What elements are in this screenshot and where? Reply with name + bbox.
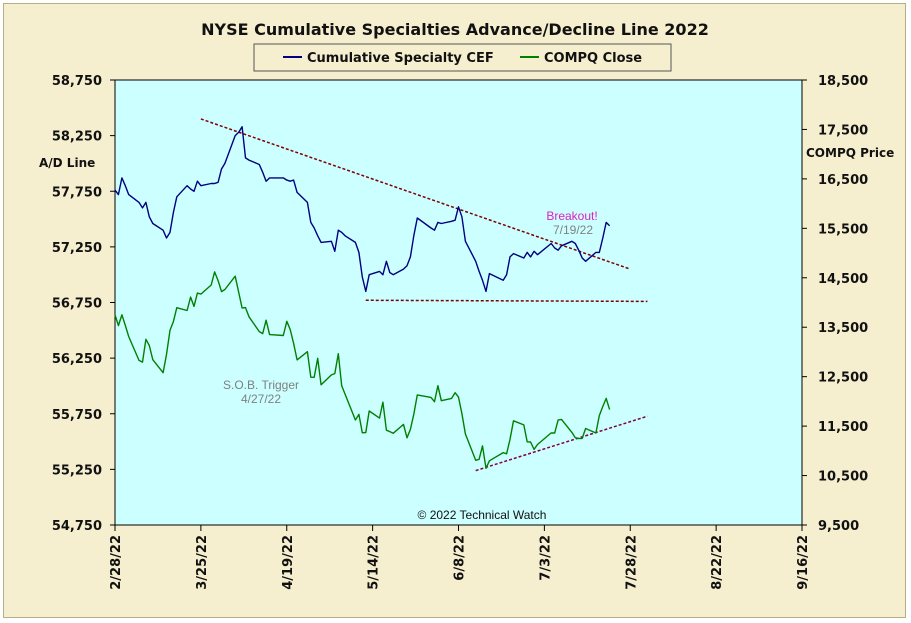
copyright: © 2022 Technical Watch (418, 508, 547, 522)
y-tick-right-label: 14,500 (818, 272, 868, 287)
y-tick-left-label: 55,250 (52, 463, 102, 478)
x-tick-label: 4/19/22 (281, 535, 296, 590)
sob-trigger-label: S.O.B. Trigger (223, 378, 299, 392)
y-tick-left-label: 57,750 (52, 185, 102, 200)
y-axis-left-title: A/D Line (39, 156, 95, 170)
series-line-ad (114, 125, 611, 293)
x-tick-label: 7/3/22 (538, 535, 553, 581)
y-tick-right-label: 12,500 (818, 371, 868, 386)
y-tick-right-label: 11,500 (818, 420, 868, 435)
legend-label-ad-line: Cumulative Specialty CEF (307, 51, 494, 66)
x-tick-label: 8/22/22 (710, 535, 725, 590)
x-tick-label: 2/28/22 (109, 535, 124, 590)
legend-label-compq: COMPQ Close (544, 51, 642, 66)
x-tick-label: 3/25/22 (195, 535, 210, 590)
breakout-date: 7/19/22 (553, 223, 593, 237)
legend: Cumulative Specialty CEF COMPQ Close (253, 43, 672, 72)
trendline-layer (200, 118, 648, 472)
x-tick-label: 9/16/22 (796, 535, 811, 590)
y-tick-right-label: 18,500 (818, 74, 868, 89)
x-tick-label: 7/28/22 (624, 535, 639, 590)
y-tick-left-label: 55,750 (52, 408, 102, 423)
y-tick-right-label: 13,500 (818, 321, 868, 336)
y-tick-left-label: 58,750 (52, 74, 102, 89)
tick-layer: 58,750 58,250 57,750 57,250 56,750 56,250 55,7… (52, 74, 868, 590)
y-axis-right-title: COMPQ Price (806, 146, 894, 160)
y-tick-left-label: 56,750 (52, 297, 102, 312)
y-tick-right-label: 16,500 (818, 173, 868, 188)
series-line-compq (114, 271, 611, 469)
y-tick-right-label: 17,500 (818, 123, 868, 138)
y-tick-right-label: 10,500 (818, 470, 868, 485)
y-tick-right-label: 9,500 (818, 519, 859, 534)
y-tick-left-label: 57,250 (52, 241, 102, 256)
breakout-label: Breakout! (546, 209, 597, 223)
ad-support-trendline (365, 299, 648, 303)
y-tick-left-label: 54,750 (52, 519, 102, 534)
series-layer (114, 125, 611, 469)
y-tick-left-label: 58,250 (52, 130, 102, 145)
x-tick-label: 5/14/22 (367, 535, 382, 590)
sob-trigger-date: 4/27/22 (241, 392, 281, 406)
x-tick-label: 6/8/22 (453, 535, 468, 581)
compq-support-trendline (475, 415, 648, 472)
y-tick-right-label: 15,500 (818, 222, 868, 237)
ad-resistance-trendline (200, 118, 631, 270)
plot-area (114, 79, 803, 526)
y-tick-left-label: 56,250 (52, 352, 102, 367)
chart-title: NYSE Cumulative Specialties Advance/Decl… (201, 20, 709, 39)
